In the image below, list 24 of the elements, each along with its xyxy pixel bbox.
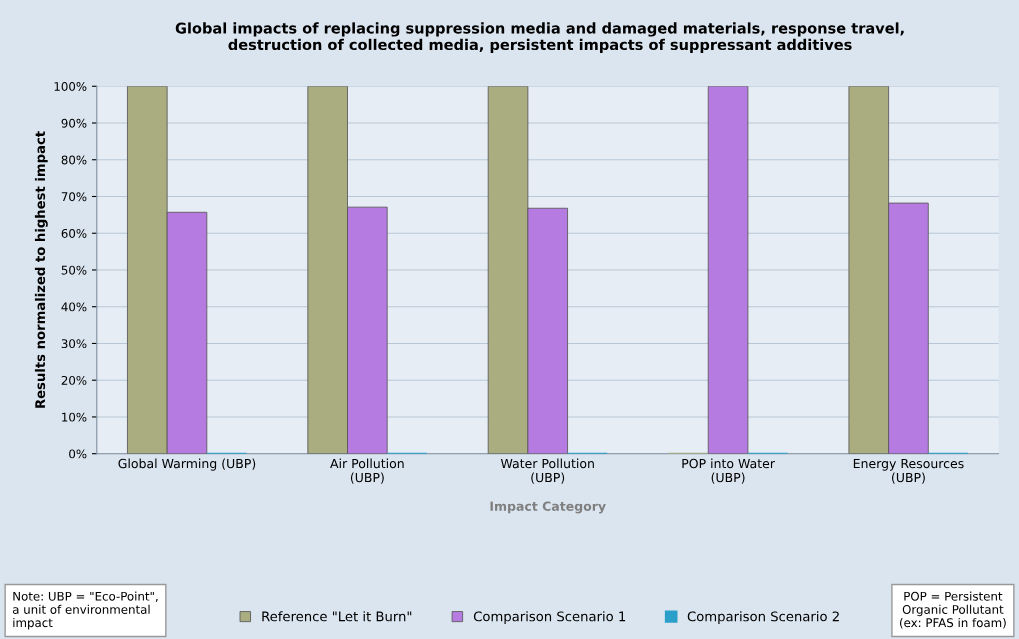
x-tick-label: Water Pollution (UBP) <box>500 458 594 484</box>
legend-label: Comparison Scenario 2 <box>687 611 839 624</box>
y-tick-label: 100% <box>54 81 87 91</box>
x-tick-label: Air Pollution (UBP) <box>330 458 404 484</box>
y-tick-label: 90% <box>61 118 87 128</box>
chart-title: Global impacts of replacing suppression media and damaged materials, response travel, destruction of collected media, persistent impacts of suppressant additives <box>175 22 904 53</box>
y-tick-label: 50% <box>61 265 87 275</box>
x-tick-label: Global Warming (UBP) <box>118 458 256 471</box>
y-tick-label: 70% <box>61 192 87 202</box>
y-tick-label: 60% <box>61 228 87 238</box>
y-tick-label: 40% <box>61 302 87 312</box>
text: Note: UBP = "Eco-Point", a unit of environmental impact <box>12 591 158 630</box>
y-tick-label: 30% <box>61 339 87 349</box>
x-axis-title: Impact Category <box>490 501 606 514</box>
y-tick-label: 20% <box>61 375 87 385</box>
y-tick-label: 0% <box>69 449 87 459</box>
legend-label: Reference "Let it Burn" <box>262 611 412 622</box>
text: POP = Persistent Organic Pollutant (ex: PFAS in foam) <box>900 591 1006 629</box>
x-tick-label: Energy Resources (UBP) <box>853 458 964 484</box>
legend-label: Comparison Scenario 1 <box>473 611 626 624</box>
x-tick-label: POP into Water (UBP) <box>682 458 775 484</box>
y-axis-title: Results normalized to highest impact <box>34 131 48 408</box>
y-tick-label: 10% <box>62 412 87 422</box>
y-tick-label: 80% <box>61 155 87 165</box>
